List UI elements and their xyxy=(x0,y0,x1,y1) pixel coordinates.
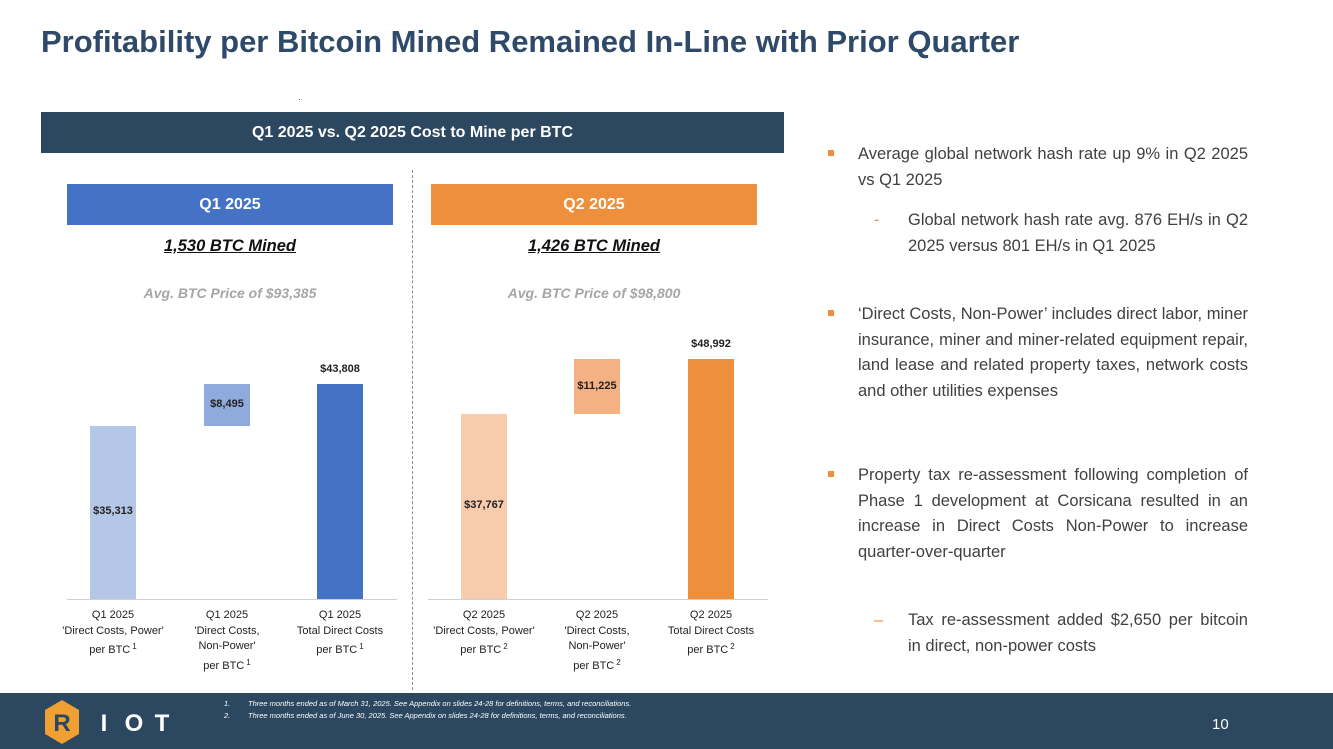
bullet-marker xyxy=(828,310,834,316)
riot-logo: R I O T xyxy=(45,700,170,744)
chart-2-category-label-3: Q2 2025 Total Direct Costs per BTC 2 xyxy=(667,609,755,656)
logo-letter-o: O xyxy=(125,710,144,737)
page-title: Profitability per Bitcoin Mined Remained… xyxy=(41,24,1020,59)
panel-divider xyxy=(412,170,413,690)
chart-1-value-label-2: $8,495 xyxy=(210,398,244,411)
q1-avg-price: Avg. BTC Price of $93,385 xyxy=(143,285,317,301)
footnotes: 1. Three months ended as of March 31, 202… xyxy=(224,698,631,722)
q1-header: Q1 2025 xyxy=(67,184,393,225)
chart-2-bar-3 xyxy=(688,359,734,599)
bullet-text: ‘Direct Costs, Non-Power’ includes direc… xyxy=(858,305,1248,400)
page-number: 10 xyxy=(1212,716,1229,733)
chart-2-bar-2 xyxy=(574,359,620,415)
bullet-marker xyxy=(828,471,834,477)
bullet-dash: – xyxy=(874,611,884,629)
section-header: Q1 2025 vs. Q2 2025 Cost to Mine per BTC xyxy=(41,112,784,153)
footnote-1: 1. Three months ended as of March 31, 202… xyxy=(224,699,632,708)
bullet-marker xyxy=(828,150,834,156)
chart-2-category-label-1: Q2 2025 'Direct Costs, Power' per BTC 2 xyxy=(433,609,535,656)
footnote-2: 2. Three months ended as of June 30, 2025… xyxy=(224,711,627,720)
bullet-item: ‘Direct Costs, Non-Power’ includes direc… xyxy=(828,302,1248,404)
chart-2-value-label-3: $48,992 xyxy=(691,338,731,351)
chart-1-value-label-1: $35,313 xyxy=(93,504,133,517)
bullet-text: Average global network hash rate up 9% i… xyxy=(858,145,1248,189)
chart-2-bar-1 xyxy=(461,414,507,599)
logo-hexagon xyxy=(45,700,79,744)
q2-btc-mined: 1,426 BTC Mined xyxy=(527,237,661,255)
chart-1-bar-1 xyxy=(90,426,136,599)
chart-1-category-label-3: Q1 2025 Total Direct Costs per BTC 1 xyxy=(296,609,384,656)
stray-dot xyxy=(299,99,300,100)
chart-1-bar-2 xyxy=(204,384,250,427)
bullet-item: Property tax re-assessment following com… xyxy=(828,463,1248,565)
chart-1-axis-line xyxy=(67,599,397,600)
bullet-text: Property tax re-assessment following com… xyxy=(858,466,1248,561)
chart-1-value-label-3: $43,808 xyxy=(320,363,360,376)
chart-2-value-label-1: $37,767 xyxy=(464,498,504,511)
footer-bar xyxy=(0,693,1333,749)
chart-2-category-label-2: Q2 2025 'Direct Costs, Non-Power' per BTC 2 xyxy=(564,609,630,672)
chart-2-axis-line xyxy=(428,599,768,600)
bullet-text: Global network hash rate avg. 876 EH/s i… xyxy=(908,211,1248,255)
logo-letter-t: T xyxy=(155,710,170,737)
q2-avg-price: Avg. BTC Price of $98,800 xyxy=(507,285,681,301)
bullet-text: Tax re-assessment added $2,650 per bitco… xyxy=(908,611,1248,655)
chart-1-category-label-2: Q1 2025 'Direct Costs, Non-Power' per BTC 1 xyxy=(194,609,260,672)
chart-1-bar-3 xyxy=(317,384,363,599)
logo-letter-r: R xyxy=(53,710,70,737)
logo-letter-i: I xyxy=(101,710,108,737)
bullet-item: Average global network hash rate up 9% i… xyxy=(828,142,1248,193)
q2-header: Q2 2025 xyxy=(431,184,757,225)
chart-2-value-label-2: $11,225 xyxy=(577,379,617,392)
q1-btc-mined: 1,530 BTC Mined xyxy=(163,237,297,255)
chart-1-category-label-1: Q1 2025 'Direct Costs, Power' per BTC 1 xyxy=(62,609,164,656)
bullet-sub-item: - Global network hash rate avg. 876 EH/s… xyxy=(828,208,1248,259)
bullet-dash: - xyxy=(874,211,880,229)
bullet-sub-item: – Tax re-assessment added $2,650 per bit… xyxy=(828,608,1248,659)
